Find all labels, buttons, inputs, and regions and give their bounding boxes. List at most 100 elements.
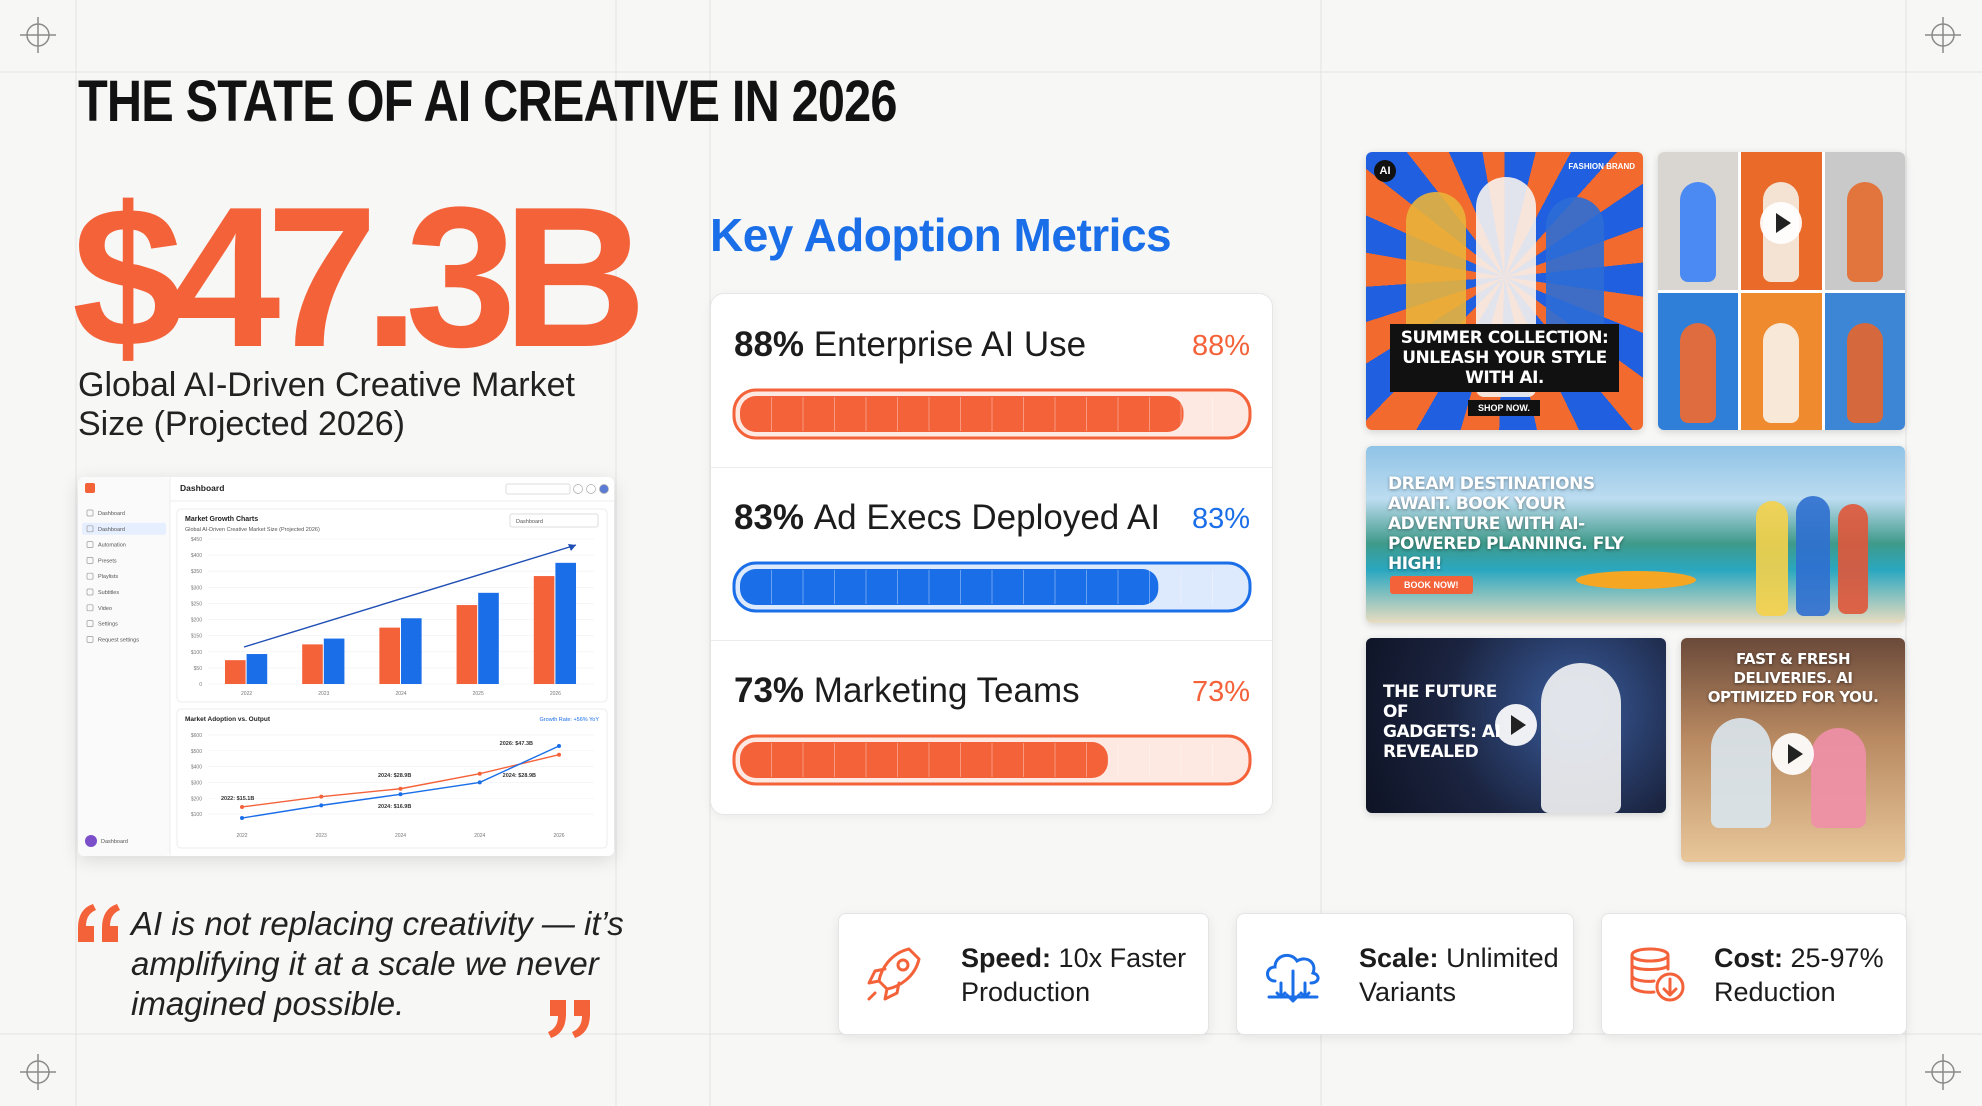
chart-annotation: 2024: $28.9B [503,773,536,779]
sidebar-icon [86,572,94,580]
x-tick-label: 2022 [241,691,252,697]
ad-fashion: AI FASHION BRAND SUMMER COLLECTION: UNLEAS… [1366,152,1643,430]
chart-subtitle: Global AI-Driven Creative Market Size (P… [185,527,320,533]
chart-note: Growth Rate: +56% YoY [540,717,600,723]
bar [401,618,422,684]
sidebar-icon [86,588,94,596]
avatar [85,835,97,847]
sidebar-item: Automation [98,543,126,549]
sidebar-icon [86,525,94,533]
play-icon [1776,213,1791,233]
line-point [319,794,324,799]
ad-headline: THE FUTURE OF GADGETS: AI REVEALED [1383,682,1501,762]
y-tick-label: $450 [191,537,202,543]
person-figure [1811,728,1866,828]
sidebar-item: Settings [98,622,118,628]
sidebar-item: Dashboard [98,511,125,517]
progress-fill [740,396,1184,432]
person-figure [1846,182,1883,282]
line-point [240,816,244,821]
feature-text: Scale: Unlimited Variants [1359,941,1599,1009]
play-icon [1788,744,1803,764]
play-icon [1511,715,1526,735]
chart-annotation: 2022: $15.1B [221,796,254,802]
metric-label: 83% Ad Execs Deployed AI [734,498,1160,538]
chart-annotation: 2026: $47.3B [500,741,533,747]
y-tick-label: $200 [191,796,202,802]
sidebar-icon [86,541,94,548]
sidebar-item: Video [98,606,112,612]
sidebar-item: Presets [98,558,117,564]
ad-headline: DREAM DESTINATIONS AWAIT. BOOK YOUR ADVE… [1388,474,1624,574]
sidebar-item: Request settings [98,637,139,643]
header-icon [573,484,583,494]
x-tick-label: 2023 [318,691,329,697]
icon-cloud [1266,953,1320,985]
row-divider [711,467,1272,468]
feature-text: Speed: 10x Faster Production [961,941,1201,1009]
metric-percent: 88% [1191,330,1250,362]
progress-bar [732,388,1252,440]
trend-arrow-head [568,544,576,551]
x-tick-label: 2026 [553,833,564,839]
line-point [398,792,403,797]
line-point [398,786,403,791]
icon-database [1630,947,1670,994]
person-figure [1680,322,1716,423]
collage-tile [1824,152,1905,290]
ad-headline: SUMMER COLLECTION: UNLEASH YOUR STYLE WI… [1390,324,1619,392]
x-tick-label: 2024 [395,691,406,697]
sidebar-item: Playlists [98,574,118,580]
sidebar-item: Subtitles [98,590,119,596]
sidebar-item: Dashboard [98,527,125,533]
dashboard-preview: Dashboard Dashboard Automation Presets Playl… [78,477,614,856]
play-button [1760,202,1802,244]
x-tick-label: 2024 [395,833,406,839]
sidebar-icon [86,636,94,643]
metric-value: 88% [734,325,805,364]
y-tick-label: $300 [191,585,202,591]
y-tick-label: $500 [191,749,202,755]
y-tick-label: $400 [191,765,202,771]
metric-name: Marketing Teams [813,671,1080,710]
person-figure [1680,182,1716,282]
metric-label: 73% Marketing Teams [734,671,1080,711]
y-tick-label: $400 [191,553,202,559]
quote-marks [78,904,590,1038]
chart-dropdown-label: Dashboard [516,519,543,525]
y-tick-label: $100 [191,812,202,818]
bar [456,605,478,684]
progress-fill [740,569,1159,605]
bar [246,654,268,684]
icon-badge [1655,972,1685,1002]
feature-icon [1266,953,1320,1003]
ad-cta: BOOK NOW! [1390,576,1473,594]
icon-rocket-window [896,958,910,972]
feature-label: Speed: [961,943,1052,973]
page-title: THE STATE OF AI CREATIVE IN 2026 [78,69,897,134]
line-point [319,803,324,808]
feature-detail: 25-97% Reduction [1714,943,1884,1007]
metric-percent: 83% [1191,503,1250,535]
sidebar-footer: Dashboard [101,839,128,845]
sidebar-icon [86,604,94,612]
y-tick-label: 0 [199,682,202,688]
ad-travel: DREAM DESTINATIONS AWAIT. BOOK YOUR ADVE… [1366,446,1905,623]
y-tick-label: $50 [194,666,203,672]
metric-value: 73% [734,671,805,710]
metrics-panel: 88% Enterprise AI Use 88% 83% Ad Execs Dep… [710,293,1273,815]
ad-badge: AI [1374,160,1396,182]
feature-text: Cost: 25-97% Reduction [1714,941,1954,1009]
dashboard-title: Dashboard [180,483,224,493]
header-select [505,483,571,495]
ad-headline: FAST & FRESH DELIVERIES. AI OPTIMIZED FO… [1707,650,1879,706]
sidebar [78,477,170,856]
play-button [1495,704,1537,746]
bar [533,576,555,684]
progress-bar [732,734,1252,786]
chart-title: Market Adoption vs. Output [185,716,271,723]
icon-rocket [867,947,921,1001]
play-button [1772,733,1814,775]
chart-panel [176,508,608,703]
